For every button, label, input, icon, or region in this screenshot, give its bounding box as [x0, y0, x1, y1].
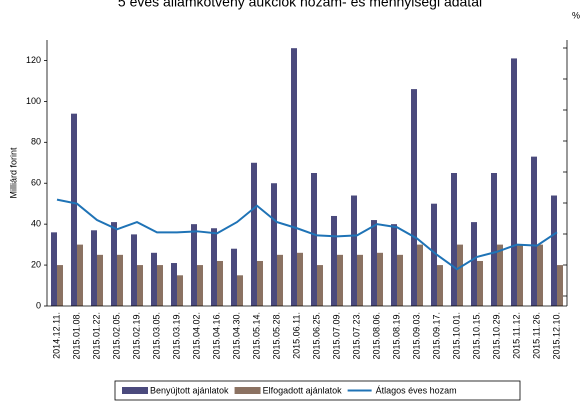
x-tick-label: 2015.05.28.: [271, 312, 281, 360]
x-tick-label: 2015.01.22.: [91, 312, 101, 360]
x-tick-label: 2015.02.05.: [111, 312, 121, 360]
x-tick-label: 2015.07.09.: [331, 312, 341, 360]
legend-label: Benyújtott ajánlatok: [150, 385, 229, 395]
bar: [171, 263, 177, 306]
bar: [457, 244, 463, 306]
legend-swatch: [234, 387, 261, 394]
bar: [371, 220, 377, 306]
bar: [151, 252, 157, 306]
x-tick-label: 2014.12.11.: [51, 312, 61, 359]
bar: [91, 230, 97, 306]
x-tick-label: 2015.03.19.: [171, 312, 181, 360]
bar: [191, 224, 197, 306]
bar: [131, 234, 137, 306]
x-tick-label: 2015.07.23.: [351, 312, 361, 360]
bar: [551, 195, 557, 306]
x-tick-label: 2015.09.03.: [411, 312, 421, 360]
bar: [377, 252, 383, 306]
bar: [351, 195, 357, 306]
bar: [311, 173, 317, 306]
bar: [77, 244, 83, 306]
bar: [217, 260, 223, 306]
y-tick-label: 20: [31, 259, 41, 269]
bar: [497, 244, 503, 306]
x-tick-label: 2015.11.12.: [511, 312, 521, 359]
bar: [291, 48, 297, 306]
x-tick-label: 2015.04.16.: [211, 312, 221, 360]
x-tick-label: 2015.10.29.: [491, 312, 501, 360]
bar: [477, 260, 483, 306]
x-tick-label: 2015.08.06.: [371, 312, 381, 360]
bar: [437, 265, 443, 306]
bar: [97, 254, 103, 306]
bar: [257, 260, 263, 306]
bar: [211, 228, 217, 306]
y-tick-label: 0: [36, 300, 41, 310]
bar: [391, 224, 397, 306]
y-axis-label: Milliárd forint: [8, 147, 18, 199]
x-tick-label: 2015.08.19.: [391, 312, 401, 360]
bar: [51, 232, 57, 306]
bar: [271, 183, 277, 306]
bar: [231, 248, 237, 306]
bar: [57, 265, 63, 306]
x-tick-label: 2015.03.05.: [151, 312, 161, 360]
x-tick-label: 2015.04.30.: [231, 312, 241, 360]
x-tick-label: 2015.11.26.: [531, 312, 541, 359]
y-tick-label: 80: [31, 137, 41, 147]
legend-label: Elfogadott ajánlatok: [263, 385, 343, 395]
bar: [511, 58, 517, 306]
chart-title: 5 éves államkötvény aukciók hozam- és me…: [118, 0, 482, 10]
x-tick-label: 2015.06.11.: [291, 312, 301, 359]
bar: [357, 254, 363, 306]
bar: [197, 265, 203, 306]
bar: [237, 275, 243, 306]
y2-axis-label: %: [572, 10, 580, 20]
bar: [331, 215, 337, 306]
bar: [157, 265, 163, 306]
y-tick-label: 40: [31, 219, 41, 229]
bar: [451, 173, 457, 306]
x-tick-label: 2015.10.15.: [471, 312, 481, 360]
bar: [397, 254, 403, 306]
bar: [71, 113, 77, 307]
line: [56, 198, 558, 271]
bar: [411, 89, 417, 306]
x-tick-label: 2015.12.10.: [551, 312, 561, 360]
legend-box: [114, 380, 521, 401]
x-tick-label: 2015.09.17.: [431, 312, 441, 360]
x-tick-label: 2015.04.02.: [191, 312, 201, 360]
x-tick-label: 2015.10.01.: [451, 312, 461, 360]
y-tick-label: 120: [26, 55, 41, 65]
bar: [471, 222, 477, 306]
y-tick-label: 100: [26, 96, 41, 106]
x-tick-label: 2015.01.08.: [71, 312, 81, 360]
legend-swatch: [122, 387, 148, 394]
bar: [531, 156, 537, 306]
bar: [537, 244, 543, 306]
x-tick-label: 2015.05.14.: [251, 312, 261, 360]
legend-label: Átlagos éves hozam: [376, 385, 457, 395]
x-tick-label: 2015.06.25.: [311, 312, 321, 360]
x-tick-label: 2015.02.19.: [131, 312, 141, 360]
bar: [137, 265, 143, 306]
bar: [117, 254, 123, 306]
bar: [417, 244, 423, 306]
bar: [517, 244, 523, 306]
bar: [317, 265, 323, 306]
bar: [337, 254, 343, 306]
bar: [557, 265, 563, 306]
bar: [491, 173, 497, 306]
bar: [251, 162, 257, 306]
bar: [277, 254, 283, 306]
y-tick-label: 60: [31, 178, 41, 188]
bar: [431, 203, 437, 306]
bar: [297, 252, 303, 306]
bar: [111, 222, 117, 306]
bar: [177, 275, 183, 306]
